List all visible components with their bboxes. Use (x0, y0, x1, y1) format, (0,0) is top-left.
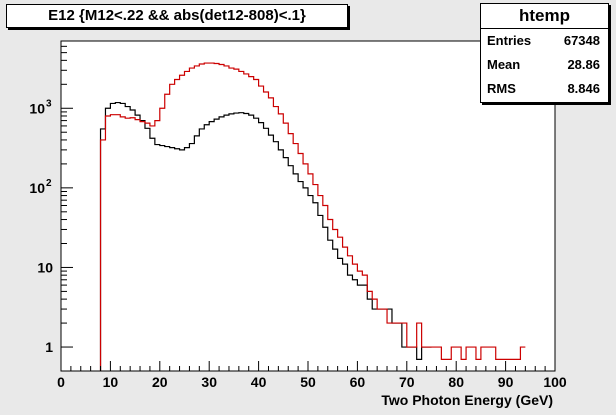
x-tick-label: 0 (57, 374, 65, 390)
title-text: E12 {M12<.22 && abs(det12-808)<.1} (48, 7, 306, 24)
y-tick-label: 10 (29, 180, 45, 196)
x-tick-label: 10 (103, 374, 119, 390)
x-tick-label: 60 (350, 374, 366, 390)
stats-row-mean: Mean 28.86 (481, 53, 608, 77)
stats-label: Entries (487, 33, 532, 48)
x-tick-label: 100 (543, 374, 567, 390)
stats-row-entries: Entries 67348 (481, 29, 608, 53)
y-tick-exponent: 3 (46, 98, 52, 109)
x-tick-label: 80 (448, 374, 464, 390)
y-tick-label: 10 (37, 259, 53, 275)
stats-title: htemp (481, 4, 608, 29)
series-line-1 (99, 62, 526, 371)
x-tick-label: 90 (498, 374, 514, 390)
y-tick-label: 10 (29, 100, 45, 116)
series-line-0 (99, 101, 432, 371)
x-tick-label: 30 (201, 374, 217, 390)
y-tick-exponent: 2 (46, 178, 52, 189)
x-tick-label: 20 (152, 374, 168, 390)
stats-value: 28.86 (567, 57, 600, 72)
x-tick-label: 40 (251, 374, 267, 390)
plot-area (61, 41, 555, 371)
stats-box: htemp Entries 67348 Mean 28.86 RMS 8.846 (480, 3, 609, 103)
y-tick-label: 1 (45, 339, 53, 355)
x-tick-label: 70 (399, 374, 415, 390)
stats-value: 67348 (563, 33, 600, 48)
stats-label: Mean (487, 57, 521, 72)
histogram-title: E12 {M12<.22 && abs(det12-808)<.1} (6, 4, 348, 28)
stats-label: RMS (487, 81, 516, 96)
x-axis-title: Two Photon Energy (GeV) (381, 392, 553, 408)
x-tick-label: 50 (300, 374, 316, 390)
stats-row-rms: RMS 8.846 (481, 77, 608, 101)
stats-value: 8.846 (567, 81, 600, 96)
